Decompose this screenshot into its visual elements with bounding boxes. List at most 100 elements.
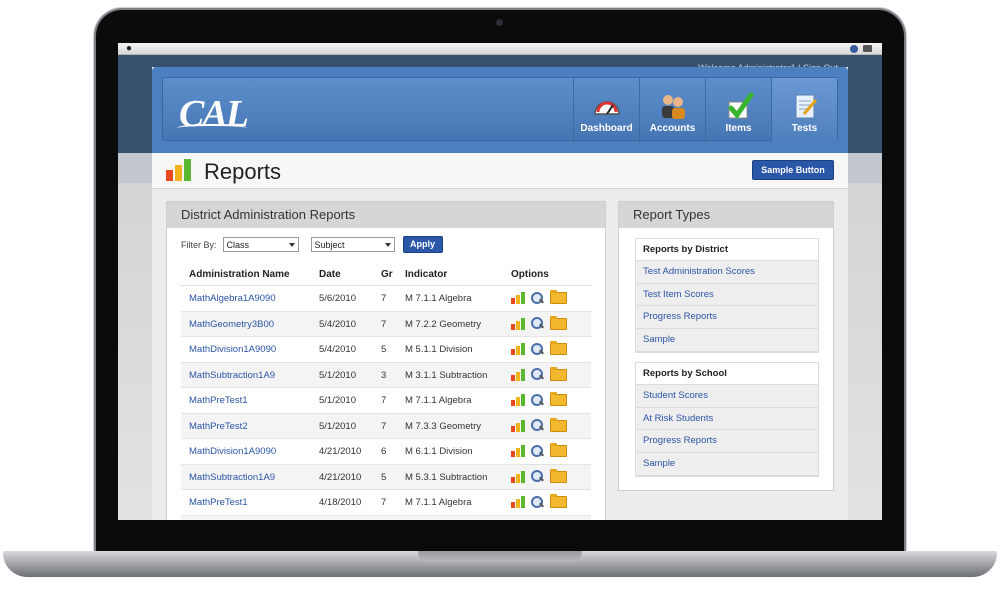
apple-icon[interactable]: ● bbox=[126, 43, 133, 54]
admin-name-link[interactable]: MathAlgebra1A9090 bbox=[189, 293, 276, 304]
table-row: MathAlgebra1A9090 5/6/2010 7 M 7.1.1 Algebr… bbox=[181, 286, 591, 312]
apply-button[interactable]: Apply bbox=[402, 236, 443, 253]
report-link[interactable]: Test Item Scores bbox=[636, 283, 818, 307]
view-magnifier-icon[interactable] bbox=[531, 291, 544, 305]
table-header: Administration Name Date Gr Indicator Op… bbox=[181, 264, 591, 286]
report-chart-icon[interactable] bbox=[511, 445, 525, 458]
view-magnifier-icon[interactable] bbox=[531, 342, 544, 356]
report-chart-icon[interactable] bbox=[511, 496, 525, 509]
chevron-down-icon bbox=[384, 243, 391, 247]
grade-cell: 7 bbox=[381, 318, 387, 330]
report-chart-icon[interactable] bbox=[511, 343, 525, 356]
nav-dashboard[interactable]: Dashboard bbox=[573, 78, 639, 142]
report-link[interactable]: Sample bbox=[636, 453, 818, 476]
report-link[interactable]: At Risk Students bbox=[636, 407, 818, 431]
report-chart-icon[interactable] bbox=[511, 292, 525, 305]
report-link[interactable]: Sample bbox=[636, 329, 818, 352]
grade-cell bbox=[381, 516, 405, 521]
date-cell: 5/4/2010 bbox=[319, 318, 356, 330]
sample-button[interactable]: Sample Button bbox=[752, 160, 834, 180]
nav-items[interactable]: Items bbox=[705, 78, 771, 142]
report-link[interactable]: Student Scores bbox=[636, 385, 818, 408]
view-magnifier-icon[interactable] bbox=[531, 470, 544, 483]
admin-name-link[interactable]: MathSubtraction1A9 bbox=[189, 369, 276, 381]
reports-by-district: Reports by District Test Administration … bbox=[635, 238, 819, 353]
items-checkmark-icon bbox=[724, 92, 754, 120]
view-magnifier-icon[interactable] bbox=[531, 368, 544, 381]
view-magnifier-icon[interactable] bbox=[531, 444, 544, 458]
open-folder-icon[interactable] bbox=[550, 468, 567, 483]
report-link[interactable]: Progress Reports bbox=[636, 306, 818, 330]
subject-select[interactable]: Subject bbox=[310, 237, 395, 252]
col-indicator[interactable]: Indicator bbox=[405, 269, 448, 280]
date-cell: 5/6/2010 bbox=[319, 293, 356, 304]
grade-cell: 3 bbox=[381, 369, 387, 381]
row-options bbox=[511, 388, 591, 413]
chevron-down-icon bbox=[288, 243, 295, 247]
filter-row: Filter By: Class Subject Apply bbox=[181, 236, 443, 253]
logo-swoosh bbox=[177, 124, 247, 132]
class-select-value: Class bbox=[226, 240, 250, 250]
open-folder-icon[interactable] bbox=[550, 315, 567, 330]
view-magnifier-icon[interactable] bbox=[531, 419, 544, 432]
nav-tests[interactable]: Tests bbox=[771, 78, 837, 142]
reports-by-school: Reports by School Student Scores At Risk… bbox=[635, 362, 819, 477]
open-folder-icon[interactable] bbox=[550, 443, 567, 458]
admin-name-link[interactable]: MathDivision1A9090 bbox=[189, 446, 277, 457]
reports-by-district-title: Reports by District bbox=[636, 239, 818, 261]
col-grade[interactable]: Gr bbox=[381, 269, 393, 280]
table-row: MathDivision1A9090 4/21/2010 6 M 6.1.1 Divi… bbox=[181, 439, 591, 465]
indicator-cell: M 7.1.1 Algebra bbox=[405, 497, 472, 508]
view-magnifier-icon[interactable] bbox=[531, 495, 544, 509]
admin-name-link[interactable]: MathPreTest2 bbox=[189, 420, 248, 432]
status-list-icon[interactable] bbox=[863, 45, 872, 52]
admin-name-link[interactable]: MathPreTest1 bbox=[189, 395, 248, 406]
open-folder-icon[interactable] bbox=[550, 417, 567, 432]
view-magnifier-icon[interactable] bbox=[531, 393, 544, 407]
date-cell: 4/21/2010 bbox=[319, 446, 362, 457]
filter-label: Filter By: bbox=[181, 239, 217, 250]
report-link[interactable]: Progress Reports bbox=[636, 430, 818, 454]
date-cell: 4/18/2010 bbox=[319, 497, 362, 508]
indicator-cell: M 3.1.1 Subtraction bbox=[405, 369, 488, 381]
nav-accounts[interactable]: Accounts bbox=[639, 78, 705, 142]
administration-table: Administration Name Date Gr Indicator Op… bbox=[181, 264, 591, 520]
dashboard-gauge-icon bbox=[592, 92, 622, 120]
main-nav: Dashboard Accounts Items bbox=[573, 78, 837, 142]
report-chart-icon[interactable] bbox=[511, 470, 525, 483]
open-folder-icon[interactable] bbox=[550, 290, 567, 305]
admin-name-link[interactable]: MathGeometry3B00 bbox=[189, 318, 275, 330]
open-folder-icon[interactable] bbox=[550, 366, 567, 381]
report-chart-icon[interactable] bbox=[511, 317, 525, 330]
reports-by-school-title: Reports by School bbox=[636, 363, 818, 385]
admin-name-link[interactable] bbox=[181, 516, 319, 521]
nav-accounts-label: Accounts bbox=[649, 123, 696, 134]
admin-name-link[interactable]: MathPreTest1 bbox=[189, 497, 248, 508]
report-chart-icon[interactable] bbox=[511, 394, 525, 407]
laptop-notch bbox=[418, 551, 582, 562]
indicator-cell bbox=[405, 516, 511, 521]
open-folder-icon[interactable] bbox=[550, 494, 567, 509]
nav-items-label: Items bbox=[725, 123, 752, 134]
view-magnifier-icon[interactable] bbox=[531, 317, 544, 330]
report-chart-icon[interactable] bbox=[511, 368, 525, 381]
col-admin-name[interactable]: Administration Name bbox=[189, 269, 290, 280]
table-row: MathSubtraction1A9 5/1/2010 3 M 3.1.1 Subtr… bbox=[181, 362, 591, 388]
open-folder-icon[interactable] bbox=[550, 392, 567, 407]
class-select[interactable]: Class bbox=[222, 237, 299, 252]
row-options bbox=[511, 286, 591, 311]
camera bbox=[496, 19, 503, 26]
indicator-cell: M 6.1.1 Division bbox=[405, 446, 473, 457]
header-inner: CAL Dashboard Acc bbox=[162, 77, 838, 142]
status-globe-icon[interactable] bbox=[850, 45, 858, 53]
open-folder-icon[interactable] bbox=[550, 341, 567, 356]
col-date[interactable]: Date bbox=[319, 269, 341, 280]
admin-name-link[interactable]: MathDivision1A9090 bbox=[189, 344, 277, 355]
admin-name-link[interactable]: MathSubtraction1A9 bbox=[189, 471, 276, 483]
table-row: MathPreTest1 5/1/2010 7 M 7.1.1 Algebra bbox=[181, 388, 591, 414]
table-body: MathAlgebra1A9090 5/6/2010 7 M 7.1.1 Algebr… bbox=[181, 286, 591, 520]
report-link[interactable]: Test Administration Scores bbox=[636, 261, 818, 284]
screen: ● Welcome Administrator1 | Sign Out CAL bbox=[118, 43, 882, 520]
report-chart-icon[interactable] bbox=[511, 419, 525, 432]
district-reports-heading: District Administration Reports bbox=[167, 202, 605, 228]
